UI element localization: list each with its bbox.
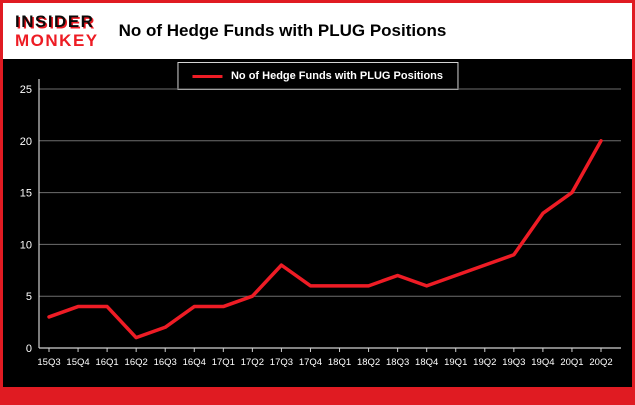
x-tick-label-19Q1: 19Q1 — [444, 357, 467, 368]
x-tick-label-20Q2: 20Q2 — [589, 357, 612, 368]
logo-text-insider: INSIDER — [15, 12, 95, 31]
chart-area: No of Hedge Funds with PLUG Positions 0 5… — [3, 59, 632, 387]
x-tick-label-18Q1: 18Q1 — [328, 357, 351, 368]
x-tick-label-17Q3: 17Q3 — [270, 357, 293, 368]
legend: No of Hedge Funds with PLUG Positions — [176, 62, 459, 90]
insider-monkey-logo: INSIDER MONKEY — [15, 13, 99, 49]
y-tick-label-25: 25 — [20, 84, 32, 96]
x-tick-label-17Q2: 17Q2 — [241, 357, 264, 368]
x-tick-label-15Q3: 15Q3 — [37, 357, 60, 368]
y-tick-label-20: 20 — [20, 136, 32, 148]
x-tick-label-16Q4: 16Q4 — [183, 357, 206, 368]
x-tick-label-16Q3: 16Q3 — [154, 357, 177, 368]
legend-label: No of Hedge Funds with PLUG Positions — [230, 70, 444, 82]
y-tick-label-15: 15 — [20, 188, 32, 200]
hedge-funds-line-chart: 0 5 10 15 20 25 15Q3 15Q4 16Q1 16Q2 16Q3 16Q4 17Q1 17… — [20, 79, 621, 368]
y-tick-label-5: 5 — [26, 291, 32, 303]
x-tick-label-18Q4: 18Q4 — [415, 357, 438, 368]
y-tick-label-10: 10 — [20, 239, 32, 251]
header: INSIDER MONKEY No of Hedge Funds with PL… — [3, 3, 632, 59]
x-tick-label-16Q1: 16Q1 — [95, 357, 118, 368]
x-tick-label-17Q1: 17Q1 — [212, 357, 235, 368]
y-tick-label-0: 0 — [26, 343, 32, 355]
x-tick-label-18Q3: 18Q3 — [386, 357, 409, 368]
x-tick-label-19Q4: 19Q4 — [531, 357, 554, 368]
x-tick-label-15Q4: 15Q4 — [66, 357, 89, 368]
x-tick-label-19Q3: 19Q3 — [502, 357, 525, 368]
series-line-hedge-funds — [47, 139, 603, 340]
legend-line-swatch — [191, 74, 222, 78]
x-tick-label-17Q4: 17Q4 — [299, 357, 322, 368]
x-tick-label-20Q1: 20Q1 — [560, 357, 583, 368]
page-title: No of Hedge Funds with PLUG Positions — [118, 21, 447, 40]
x-tick-label-18Q2: 18Q2 — [357, 357, 380, 368]
x-tick-label-19Q2: 19Q2 — [473, 357, 496, 368]
footer-bar — [3, 387, 632, 402]
x-tick-label-16Q2: 16Q2 — [125, 357, 148, 368]
logo-text-monkey: MONKEY — [15, 31, 99, 50]
